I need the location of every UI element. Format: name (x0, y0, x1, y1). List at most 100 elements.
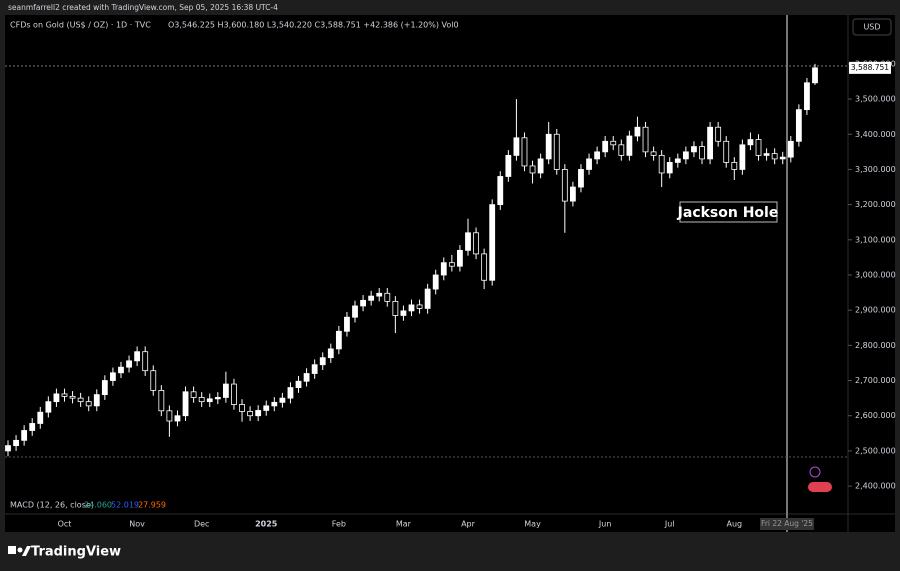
x-tick-label: Apr (461, 520, 476, 529)
price-label-box (849, 61, 891, 74)
candle-body (368, 295, 375, 301)
candle-body (570, 186, 576, 202)
candle-body (440, 262, 447, 276)
candle-body (13, 439, 19, 447)
candle-body (255, 410, 262, 417)
candle-body (376, 292, 383, 297)
x-tick-label: May (524, 520, 541, 529)
crosshair-label: Fri 22 Aug '25 (761, 519, 813, 528)
candle-body (804, 82, 810, 111)
currency[interactable]: USD (863, 23, 880, 32)
candle-body (263, 405, 270, 411)
y-tick-label: 3,300.000 (855, 165, 896, 174)
macd-label: MACD (12, 26, close) (10, 501, 94, 510)
logo-mark (8, 546, 16, 554)
candle-body (239, 404, 245, 412)
candle-body (691, 146, 697, 153)
candle-body (537, 158, 544, 174)
x-tick-label: Nov (129, 520, 145, 529)
candle-body (206, 398, 213, 403)
annotation-box (679, 201, 778, 223)
candle-body (85, 401, 92, 407)
candle-body (586, 158, 592, 170)
candle-body (287, 387, 294, 399)
candle-body (432, 274, 439, 290)
candle-body (707, 126, 713, 160)
x-tick-label: Aug (726, 520, 742, 529)
candle-body (61, 393, 68, 397)
icon[interactable] (809, 466, 821, 478)
candle-body (674, 158, 681, 163)
macd-value: 24.060 (84, 501, 112, 510)
candle-body (150, 370, 157, 391)
y-tick-label: 3,200.000 (855, 200, 896, 209)
y-tick-label: 2,500.000 (855, 446, 896, 455)
candle-body (699, 146, 705, 160)
macd-value: 52.019 (111, 501, 139, 510)
candle-body (303, 373, 310, 382)
x-tick-label: Jun (598, 520, 612, 529)
currency-box[interactable] (852, 18, 892, 36)
candle-body (279, 397, 286, 403)
last-price-label: 3,588.751 (851, 63, 889, 72)
logo-mark (22, 546, 31, 556)
logo-text: TradingView (31, 545, 121, 560)
candle-body (319, 357, 326, 366)
candle-body (715, 126, 722, 142)
candle-body (126, 360, 132, 368)
candle-body (214, 397, 221, 400)
icon[interactable] (808, 482, 832, 492)
x-tick-label: Mar (396, 520, 412, 529)
candle-body (787, 140, 794, 158)
logo: TradingView (8, 545, 121, 560)
candle-body (642, 126, 649, 153)
candle-body (352, 305, 358, 318)
candle-body (166, 410, 173, 422)
candle-body (473, 232, 479, 255)
annotation: Jackson Hole (677, 205, 779, 221)
logo-mark (17, 547, 23, 553)
candle-body (408, 304, 415, 312)
candle-body (311, 364, 318, 374)
candle-body (158, 389, 165, 412)
candle-body (763, 153, 770, 156)
y-tick-label: 3,100.000 (855, 235, 896, 244)
candle-body (618, 144, 625, 156)
y-tick-label: 2,600.000 (855, 411, 896, 420)
candle-body (755, 139, 762, 156)
candle-body (505, 154, 512, 177)
candle-body (416, 304, 423, 309)
candle-body (327, 348, 334, 359)
candle-body (101, 380, 108, 396)
ohlc-line: O3,546.225 H3,600.180 L3,540.220 C3,588.… (168, 21, 459, 30)
candle-body (682, 151, 689, 160)
candle-body (771, 153, 778, 160)
candle-body (812, 67, 818, 84)
candle-body (610, 140, 617, 146)
candle-body (360, 299, 366, 307)
candle-body (424, 288, 431, 309)
candle-body (77, 397, 84, 403)
candle-body (29, 423, 36, 431)
candle-body (634, 126, 641, 137)
candle-body (182, 391, 189, 417)
candle-body (174, 415, 181, 422)
candle-body (344, 316, 350, 332)
candle-body (650, 151, 657, 156)
candle-body (545, 133, 552, 160)
candle-body (335, 330, 342, 350)
x-tick-label: 2025 (255, 520, 278, 529)
candle-body (723, 140, 730, 163)
candle-body (747, 139, 754, 146)
y-tick-label: 3,500.000 (855, 95, 896, 104)
candle-body (489, 204, 496, 281)
candle-body (731, 162, 738, 170)
y-tick-label: 2,800.000 (855, 341, 896, 350)
candle-body (45, 401, 52, 413)
crosshair-box (760, 518, 814, 530)
candle-body (222, 383, 229, 398)
plot: 2,400.000 2,500.000 2,600.000 2,700.000 2,80… (5, 59, 896, 529)
candle-body (626, 135, 633, 156)
candle-body (53, 393, 60, 403)
